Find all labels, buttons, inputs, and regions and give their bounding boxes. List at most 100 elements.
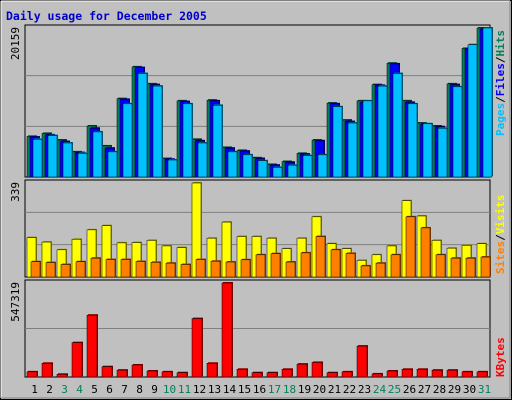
legend-text: Pages/Files/Hits bbox=[494, 30, 507, 136]
bar-kbytes-day-7 bbox=[116, 369, 128, 378]
x-tick-label-day-23: 23 bbox=[358, 383, 371, 396]
bar-kbytes-day-6 bbox=[101, 366, 113, 378]
bar-kbytes-day-29 bbox=[446, 369, 458, 378]
bar-pages-day-16 bbox=[257, 160, 268, 178]
bar-pages-day-10 bbox=[167, 159, 178, 178]
bar-sites-day-15 bbox=[240, 259, 251, 278]
bar-pages-day-9 bbox=[152, 85, 163, 178]
y-legend: Pages/Files/Hits bbox=[494, 30, 507, 136]
bar-kbytes-day-20 bbox=[311, 362, 323, 378]
bar-sites-day-27 bbox=[420, 227, 431, 278]
y-tick-label-3: 547319 bbox=[9, 282, 22, 322]
x-tick-label-day-25: 25 bbox=[388, 383, 401, 396]
bar-sites-day-14 bbox=[225, 261, 236, 278]
bar-sites-day-12 bbox=[195, 259, 206, 278]
legend-sites: Sites bbox=[494, 241, 507, 274]
bar-sites-day-26 bbox=[405, 216, 416, 278]
bar-pages-day-26 bbox=[407, 103, 418, 178]
bar-pages-day-22 bbox=[347, 122, 358, 178]
legend-hits: Hits bbox=[494, 30, 507, 57]
bar-sites-day-18 bbox=[285, 261, 296, 278]
y-axis-labels: 20159339547319Pages/Files/HitsSites/Visi… bbox=[9, 27, 507, 377]
legend-sep: / bbox=[494, 56, 507, 63]
bar-pages-day-1 bbox=[32, 139, 43, 178]
y-tick-label-2: 339 bbox=[9, 182, 22, 202]
x-tick-label-day-27: 27 bbox=[418, 383, 431, 396]
bar-sites-day-16 bbox=[255, 254, 266, 278]
bar-pages-day-8 bbox=[137, 73, 148, 178]
bar-pages-day-21 bbox=[332, 106, 343, 178]
x-tick-label-day-26: 26 bbox=[403, 383, 416, 396]
bar-pages-day-28 bbox=[437, 127, 448, 178]
bar-kbytes-day-14 bbox=[221, 282, 233, 378]
legend-kbytes: KBytes bbox=[494, 337, 507, 377]
legend-text: KBytes bbox=[494, 337, 507, 377]
x-tick-label-day-16: 16 bbox=[253, 383, 266, 396]
x-tick-label-day-31: 31 bbox=[478, 383, 491, 396]
x-tick-label-day-9: 9 bbox=[151, 383, 158, 396]
bar-kbytes-day-19 bbox=[296, 363, 308, 378]
bar-pages-day-17 bbox=[272, 167, 283, 178]
x-tick-label-day-20: 20 bbox=[313, 383, 326, 396]
bar-pages-day-11 bbox=[182, 103, 193, 178]
bar-pages-day-3 bbox=[62, 142, 73, 178]
bar-kbytes-day-11 bbox=[176, 372, 188, 378]
bar-pages-day-5 bbox=[92, 131, 103, 178]
legend-pages: Pages bbox=[494, 103, 507, 136]
x-tick-label-day-24: 24 bbox=[373, 383, 387, 396]
bar-kbytes-day-26 bbox=[401, 369, 413, 378]
bar-kbytes-day-30 bbox=[461, 371, 473, 378]
bar-pages-day-23 bbox=[362, 100, 373, 178]
x-tick-label-day-11: 11 bbox=[178, 383, 191, 396]
x-tick-label-day-3: 3 bbox=[61, 383, 68, 396]
bar-sites-day-29 bbox=[450, 257, 461, 278]
x-tick-label-day-22: 22 bbox=[343, 383, 356, 396]
bar-sites-day-22 bbox=[345, 253, 356, 278]
bar-kbytes-day-3 bbox=[56, 374, 68, 378]
bar-pages-day-24 bbox=[377, 85, 388, 178]
x-tick-label-day-1: 1 bbox=[31, 383, 38, 396]
x-tick-label-day-18: 18 bbox=[283, 383, 296, 396]
x-tick-label-day-12: 12 bbox=[193, 383, 206, 396]
y-legend: KBytes bbox=[494, 337, 507, 377]
x-tick-label-day-10: 10 bbox=[163, 383, 176, 396]
x-tick-label-day-5: 5 bbox=[91, 383, 98, 396]
bar-kbytes-day-16 bbox=[251, 372, 263, 378]
x-tick-label-day-8: 8 bbox=[136, 383, 143, 396]
bar-sites-day-9 bbox=[150, 262, 161, 278]
bar-pages-day-27 bbox=[422, 123, 433, 178]
bar-sites-day-13 bbox=[210, 260, 221, 278]
x-tick-label-day-4: 4 bbox=[76, 383, 83, 396]
x-tick-label-day-7: 7 bbox=[121, 383, 128, 396]
bar-kbytes-day-8 bbox=[131, 364, 143, 378]
bar-sites-day-4 bbox=[75, 261, 86, 278]
bar-pages-day-13 bbox=[212, 105, 223, 178]
x-tick-label-day-2: 2 bbox=[46, 383, 53, 396]
legend-text: Sites/Visits bbox=[494, 195, 507, 275]
bar-kbytes-day-13 bbox=[206, 363, 218, 378]
chart-panels bbox=[24, 24, 493, 378]
bar-kbytes-day-17 bbox=[266, 372, 278, 378]
x-tick-label-day-29: 29 bbox=[448, 383, 461, 396]
bar-sites-day-2 bbox=[45, 262, 56, 278]
bar-kbytes-day-12 bbox=[191, 318, 203, 378]
bar-sites-day-28 bbox=[435, 254, 446, 278]
x-tick-label-day-14: 14 bbox=[223, 383, 237, 396]
bar-sites-day-25 bbox=[390, 254, 401, 278]
bar-kbytes-day-1 bbox=[26, 371, 38, 378]
bar-pages-day-7 bbox=[122, 103, 133, 178]
bar-sites-day-17 bbox=[270, 253, 281, 278]
bar-kbytes-day-21 bbox=[326, 372, 338, 378]
bar-kbytes-day-31 bbox=[476, 371, 488, 378]
x-tick-label-day-19: 19 bbox=[298, 383, 311, 396]
bar-kbytes-day-28 bbox=[431, 369, 443, 378]
bar-kbytes-day-4 bbox=[71, 342, 83, 378]
x-tick-label-day-21: 21 bbox=[328, 383, 341, 396]
legend-sep: / bbox=[494, 234, 507, 241]
x-tick-label-day-30: 30 bbox=[463, 383, 476, 396]
bar-kbytes-day-10 bbox=[161, 371, 173, 378]
bar-pages-day-19 bbox=[302, 155, 313, 178]
bar-kbytes-day-15 bbox=[236, 369, 248, 378]
